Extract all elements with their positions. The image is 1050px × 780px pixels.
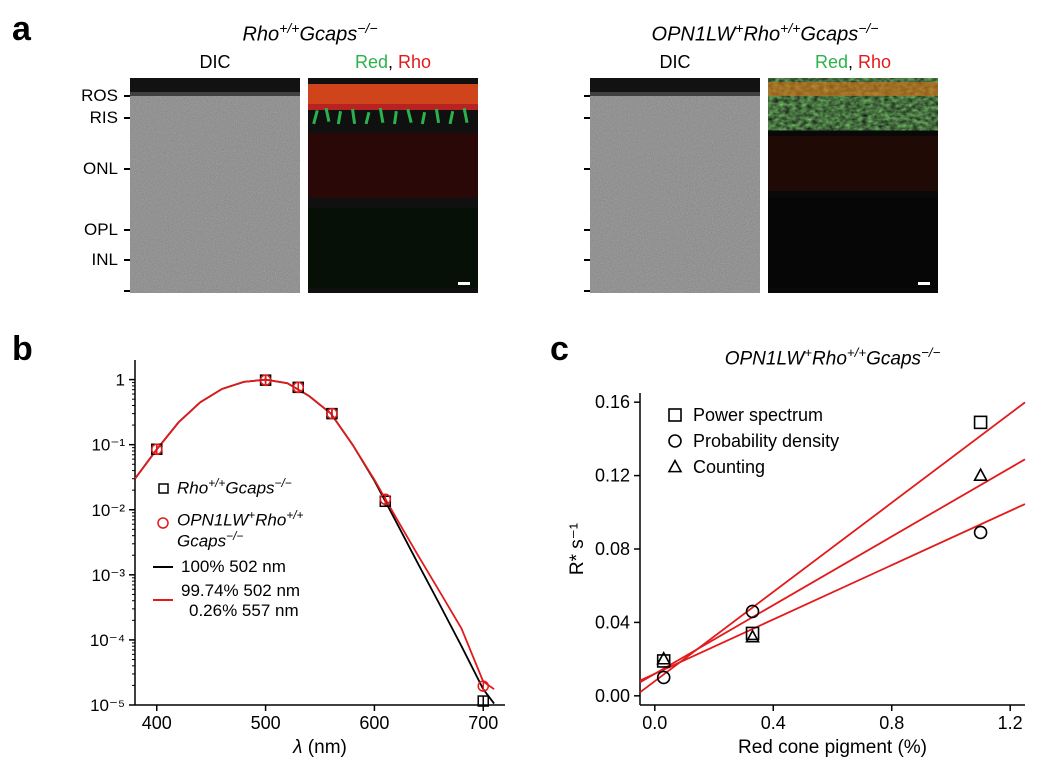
svg-text:0.16: 0.16	[595, 392, 630, 412]
thermal-rate-chart: OPN1LW+Rho+/+Gcaps−/−0.00.40.81.20.000.0…	[555, 345, 1040, 765]
svg-text:Red cone pigment (%): Red cone pigment (%)	[738, 737, 927, 758]
svg-text:10⁻⁵: 10⁻⁵	[90, 696, 125, 715]
svg-text:λ (nm): λ (nm)	[292, 737, 347, 758]
genotype-left: Rho+/+Gcaps−/−	[180, 20, 440, 47]
dic-image-left	[130, 78, 300, 293]
layer-label-opl: OPL	[68, 220, 118, 240]
spectral-sensitivity-chart: 40050060070010⁻⁵10⁻⁴10⁻³10⁻²10⁻¹1λ (nm)N…	[35, 345, 515, 765]
svg-text:0.4: 0.4	[761, 713, 786, 733]
svg-text:Counting: Counting	[693, 457, 765, 477]
svg-text:0.0: 0.0	[642, 713, 667, 733]
layer-label-ris: RIS	[68, 108, 118, 128]
svg-text:R* s⁻¹: R* s⁻¹	[567, 523, 588, 575]
svg-text:10⁻¹: 10⁻¹	[91, 436, 125, 455]
layer-label-inl: INL	[68, 250, 118, 270]
dic-label-right: DIC	[590, 52, 760, 73]
svg-text:99.74% 502 nm: 99.74% 502 nm	[181, 581, 300, 600]
layer-label-ros: ROS	[68, 86, 118, 106]
svg-text:10⁻³: 10⁻³	[91, 566, 125, 585]
svg-text:1: 1	[116, 371, 125, 390]
svg-text:1.2: 1.2	[998, 713, 1023, 733]
svg-text:400: 400	[142, 713, 172, 733]
fluor-image-left	[308, 78, 478, 293]
svg-text:0.04: 0.04	[595, 612, 630, 632]
panel-a-letter: a	[12, 10, 31, 49]
svg-text:0.8: 0.8	[879, 713, 904, 733]
fluor-label-right: Red, Rho	[768, 52, 938, 73]
svg-text:10⁻²: 10⁻²	[91, 501, 125, 520]
scale-bar	[918, 282, 930, 285]
scale-bar	[458, 282, 470, 285]
svg-text:100% 502 nm: 100% 502 nm	[181, 557, 286, 576]
svg-text:700: 700	[468, 713, 498, 733]
fluor-label-left: Red, Rho	[308, 52, 478, 73]
svg-text:500: 500	[251, 713, 281, 733]
layer-label-onl: ONL	[68, 159, 118, 179]
svg-text:0.26% 557 nm: 0.26% 557 nm	[189, 601, 299, 620]
svg-text:0.08: 0.08	[595, 539, 630, 559]
svg-text:0.00: 0.00	[595, 686, 630, 706]
svg-text:0.12: 0.12	[595, 466, 630, 486]
genotype-right: OPN1LW+Rho+/+Gcaps−/−	[590, 20, 940, 47]
dic-image-right	[590, 78, 760, 293]
svg-text:600: 600	[359, 713, 389, 733]
svg-text:Power spectrum: Power spectrum	[693, 405, 823, 425]
fluor-image-right	[768, 78, 938, 293]
panel-b-letter: b	[12, 330, 33, 369]
svg-text:Probability density: Probability density	[693, 431, 839, 451]
svg-text:10⁻⁴: 10⁻⁴	[90, 631, 125, 650]
dic-label-left: DIC	[130, 52, 300, 73]
